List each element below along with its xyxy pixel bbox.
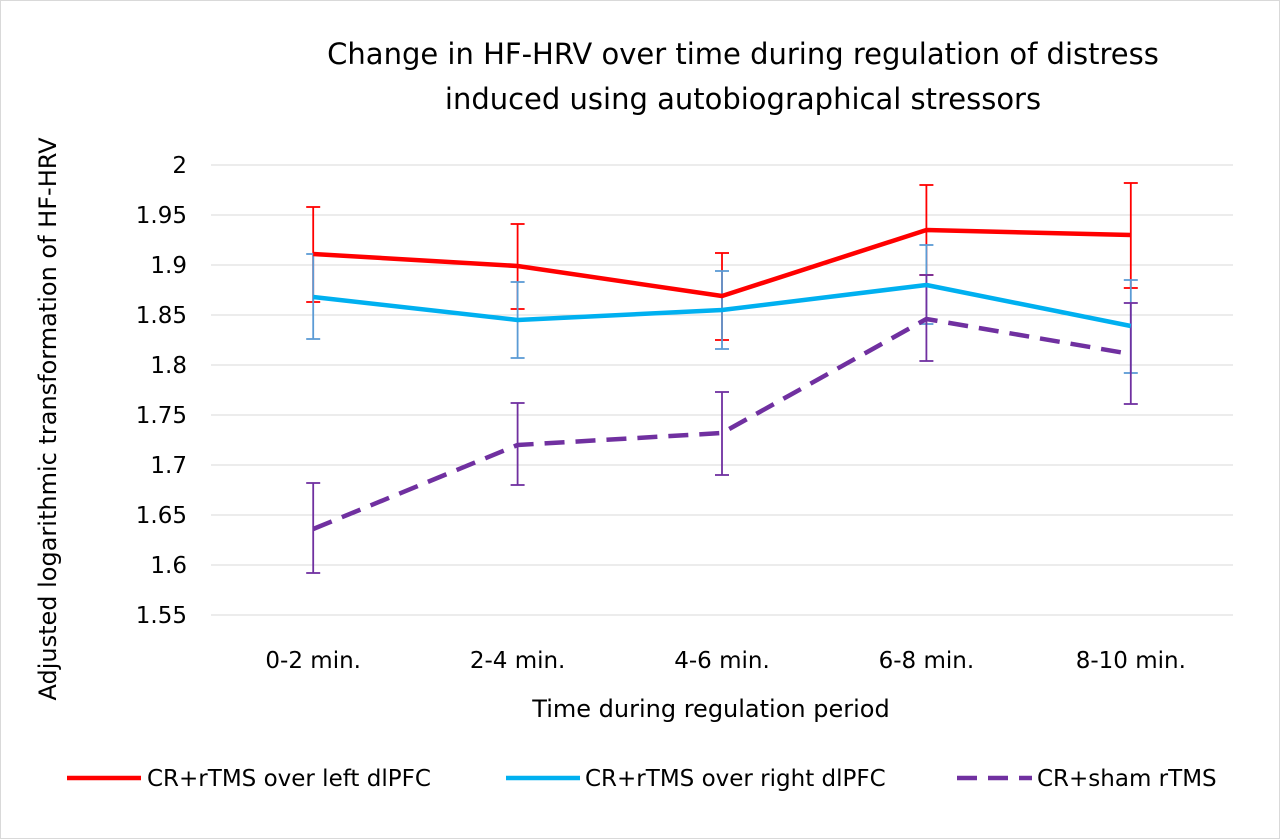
y-tick-label: 1.7 <box>150 453 187 479</box>
chart-title-line-1: Change in HF-HRV over time during regula… <box>327 37 1159 71</box>
y-tick-label: 1.8 <box>150 353 187 379</box>
gridlines <box>211 164 1233 566</box>
chart-title-line-2: induced using autobiographical stressors <box>445 82 1041 116</box>
legend-label: CR+rTMS over left dlPFC <box>147 766 431 792</box>
y-tick-label: 2 <box>172 153 187 179</box>
y-tick-label: 1.85 <box>136 303 187 329</box>
x-tick-label: 0-2 min. <box>265 648 361 674</box>
x-axis-title: Time during regulation period <box>531 695 889 723</box>
series-line <box>313 227 1131 299</box>
series-line <box>312 316 1132 532</box>
y-tick-label: 1.55 <box>136 603 187 629</box>
x-tick-label: 2-4 min. <box>470 648 566 674</box>
series-line <box>312 282 1132 329</box>
y-tick-label: 1.65 <box>136 503 187 529</box>
x-axis-ticks: 0-2 min. 2-4 min. 4-6 min. 6-8 min. 8-10 min… <box>265 648 1185 674</box>
series-lines <box>312 227 1132 532</box>
legend-label: CR+rTMS over right dlPFC <box>585 766 886 792</box>
x-tick-label: 4-6 min. <box>674 648 770 674</box>
legend-label: CR+sham rTMS <box>1037 766 1217 792</box>
legend: CR+rTMS over left dlPFC CR+rTMS over righ… <box>67 766 1217 792</box>
y-tick-label: 1.6 <box>150 553 187 579</box>
x-tick-label: 6-8 min. <box>879 648 975 674</box>
y-axis-title: Adjusted logarithmic transformation of H… <box>34 137 62 701</box>
x-tick-label: 8-10 min. <box>1076 648 1186 674</box>
chart-title: Change in HF-HRV over time during regula… <box>327 37 1159 116</box>
y-axis-ticks: 2 1.95 1.9 1.85 1.8 1.75 1.7 1.65 1.6 1.55 <box>136 153 187 629</box>
y-tick-label: 1.95 <box>136 203 187 229</box>
y-tick-label: 1.9 <box>150 253 187 279</box>
y-tick-label: 1.75 <box>136 403 187 429</box>
